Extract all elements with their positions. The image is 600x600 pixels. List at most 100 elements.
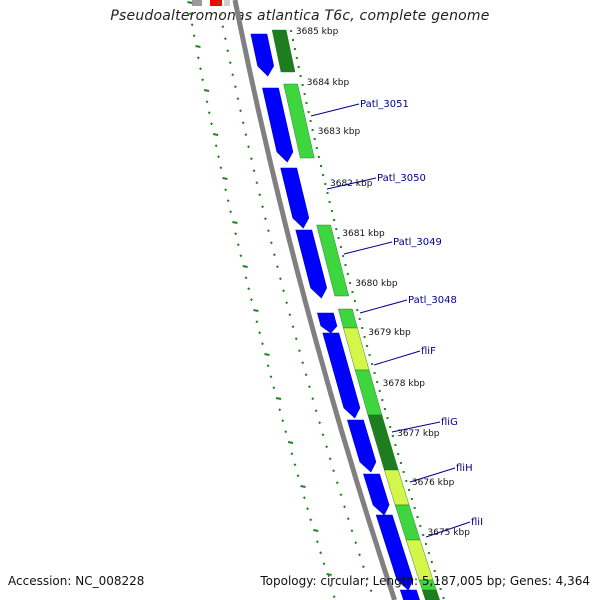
ruler-dot <box>386 417 389 419</box>
gc-skew-dot <box>315 540 319 544</box>
cds-arrow[interactable] <box>346 419 377 473</box>
ruler-dot <box>313 138 316 140</box>
gene-label-flih[interactable]: fliH <box>456 463 473 474</box>
gc-skew-dot <box>275 397 282 400</box>
ruler-dot <box>311 129 314 131</box>
leader-line <box>409 467 456 483</box>
cds-arrow[interactable] <box>399 589 420 600</box>
gc-skew-dot <box>210 122 214 126</box>
tick-label: 3683 kbp <box>318 127 361 137</box>
gc-skew-dot <box>297 349 301 353</box>
gc-skew-dot <box>247 287 251 291</box>
gene-label-flig[interactable]: fliG <box>441 417 458 428</box>
leader-line <box>310 103 360 117</box>
gc-skew-dot <box>224 188 228 192</box>
gc-skew-dot <box>332 595 336 599</box>
tick-label: 3679 kbp <box>368 328 411 338</box>
gc-skew-dot <box>261 205 265 209</box>
tick-label: 3680 kbp <box>355 279 398 289</box>
cds-track <box>250 33 420 600</box>
gene-labels: Patl_3051 Patl_3050 Patl_3049 Patl_3048 … <box>360 99 483 528</box>
gc-skew-dot <box>249 298 253 302</box>
gc-skew-dot <box>314 409 318 413</box>
header-band-light <box>224 0 230 6</box>
cds-arrow[interactable] <box>322 332 361 419</box>
gc-skew-dot <box>226 199 230 203</box>
ruler-dot <box>376 381 379 383</box>
ruler-dot <box>366 345 369 347</box>
gc-skew-dot <box>212 133 219 136</box>
gc-skew-dot <box>216 1 220 5</box>
ruler-dot <box>292 39 294 41</box>
gc-skew-dot <box>205 100 209 104</box>
gene-label-flii[interactable]: fliI <box>471 517 483 528</box>
ruler-dot <box>305 102 308 104</box>
ruler-dot <box>333 219 336 221</box>
cds-arrow[interactable] <box>250 33 275 77</box>
ruler-dot <box>349 282 352 284</box>
header-band-red <box>210 0 222 6</box>
gc-skew-dot <box>307 385 311 389</box>
ruler-dot <box>358 318 361 320</box>
ruler-dot <box>322 174 325 176</box>
gene-label-patl-3050[interactable]: Patl_3050 <box>377 173 426 184</box>
map-title: Pseudoalteromonas atlantica T6c, complet… <box>110 8 490 24</box>
ruler-dot <box>422 534 425 536</box>
ruler-dot <box>303 93 306 95</box>
gc-skew-dot <box>226 49 230 53</box>
cds-arrow[interactable] <box>317 312 338 334</box>
gc-skew-dot <box>278 277 282 281</box>
ruler-dot <box>427 552 430 554</box>
ruler-dot <box>416 516 419 518</box>
cds-arrow[interactable] <box>295 229 328 299</box>
ruler-dot <box>436 579 439 581</box>
ruler-dot <box>356 309 359 311</box>
gc-skew-dot <box>339 493 343 497</box>
gc-skew-dot <box>361 565 365 569</box>
ruler-dot <box>439 588 442 590</box>
gene-label-flif[interactable]: fliF <box>421 346 436 357</box>
ruler-dot <box>373 372 376 374</box>
cds-arrow[interactable] <box>375 514 414 591</box>
gc-skew-dot <box>203 89 210 92</box>
ruler-dot <box>295 57 298 59</box>
gc-skew-dot <box>231 73 235 77</box>
ruler-dot <box>320 165 322 167</box>
ruler-dot <box>326 192 329 194</box>
tick-label: 3677 kbp <box>397 429 440 439</box>
gc-skew-dot <box>335 481 339 485</box>
ruler-dot <box>297 66 300 68</box>
ruler-dot <box>397 453 400 455</box>
ruler-dot <box>344 264 347 266</box>
gene-label-patl-3051[interactable]: Patl_3051 <box>360 99 409 110</box>
gc-skew-dot <box>190 23 194 27</box>
gc-skew-dot <box>278 408 282 412</box>
gc-skew-dot <box>272 386 276 390</box>
cds-arrow[interactable] <box>280 167 310 229</box>
gc-skew-dot <box>309 518 313 522</box>
ruler-dot <box>309 120 312 122</box>
cds-arrow[interactable] <box>262 87 294 163</box>
gc-skew-dot <box>233 85 237 89</box>
tick-label: 3676 kbp <box>412 478 455 488</box>
ruler-dot <box>335 228 338 230</box>
ruler-dot <box>383 408 386 410</box>
gc-skew-dot <box>239 254 243 258</box>
ruler-dot <box>346 273 349 275</box>
gc-skew-dot <box>346 517 350 521</box>
gc-skew-dot <box>301 361 305 365</box>
ruler-dot <box>381 399 384 401</box>
gc-skew-dot <box>306 507 310 511</box>
ruler-dot <box>324 183 327 185</box>
gc-skew-dot <box>282 289 286 293</box>
gene-label-patl-3048[interactable]: Patl_3048 <box>408 295 457 306</box>
gc-skew-dot <box>219 13 223 17</box>
gc-skew-dot <box>275 265 279 269</box>
gc-skew-dot <box>325 445 329 449</box>
gc-skew-dot <box>222 177 228 180</box>
cds-arrow[interactable] <box>363 473 390 516</box>
ruler-dot <box>301 84 304 86</box>
gc-skew-dot <box>296 474 300 478</box>
gene-label-patl-3049[interactable]: Patl_3049 <box>393 237 442 248</box>
gc-segment <box>271 29 296 73</box>
